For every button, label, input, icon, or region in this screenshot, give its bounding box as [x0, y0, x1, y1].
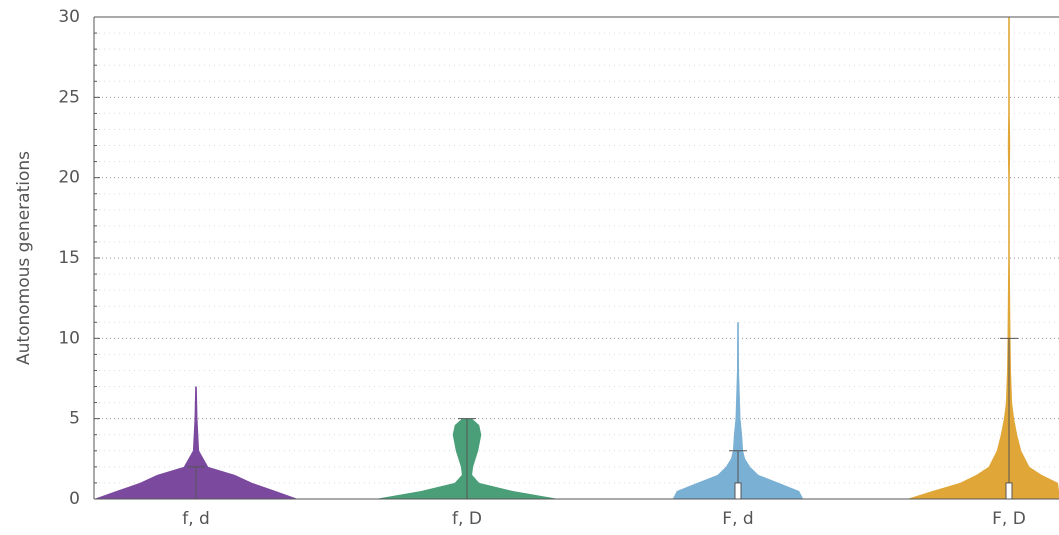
- violin-3: [672, 322, 804, 499]
- y-tick-label: 30: [58, 7, 80, 27]
- y-ticks: 0 5 10 15 20 25 30: [58, 7, 100, 509]
- box-iqr: [734, 482, 742, 500]
- y-tick-label: 20: [58, 168, 80, 188]
- y-tick-label: 15: [58, 248, 80, 268]
- x-tick-label: f, D: [452, 509, 482, 529]
- x-tick-label: F, D: [992, 509, 1026, 529]
- x-ticks: f, d f, D F, d F, D: [182, 509, 1026, 529]
- grid: [94, 32, 1059, 484]
- x-tick-label: F, d: [722, 509, 753, 529]
- y-tick-label: 25: [58, 87, 80, 107]
- y-tick-label: 0: [69, 489, 80, 509]
- y-axis-title: Autonomous generations: [14, 151, 34, 365]
- violin-1: [94, 386, 298, 499]
- box-iqr: [1005, 482, 1013, 500]
- y-tick-label: 10: [58, 328, 80, 348]
- x-tick-label: f, d: [182, 509, 210, 529]
- y-tick-label: 5: [69, 409, 80, 429]
- box-plots: [187, 337, 1018, 500]
